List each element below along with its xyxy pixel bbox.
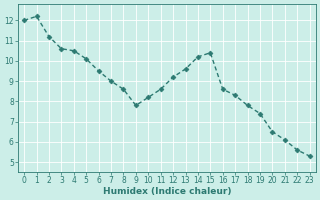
X-axis label: Humidex (Indice chaleur): Humidex (Indice chaleur) bbox=[103, 187, 231, 196]
